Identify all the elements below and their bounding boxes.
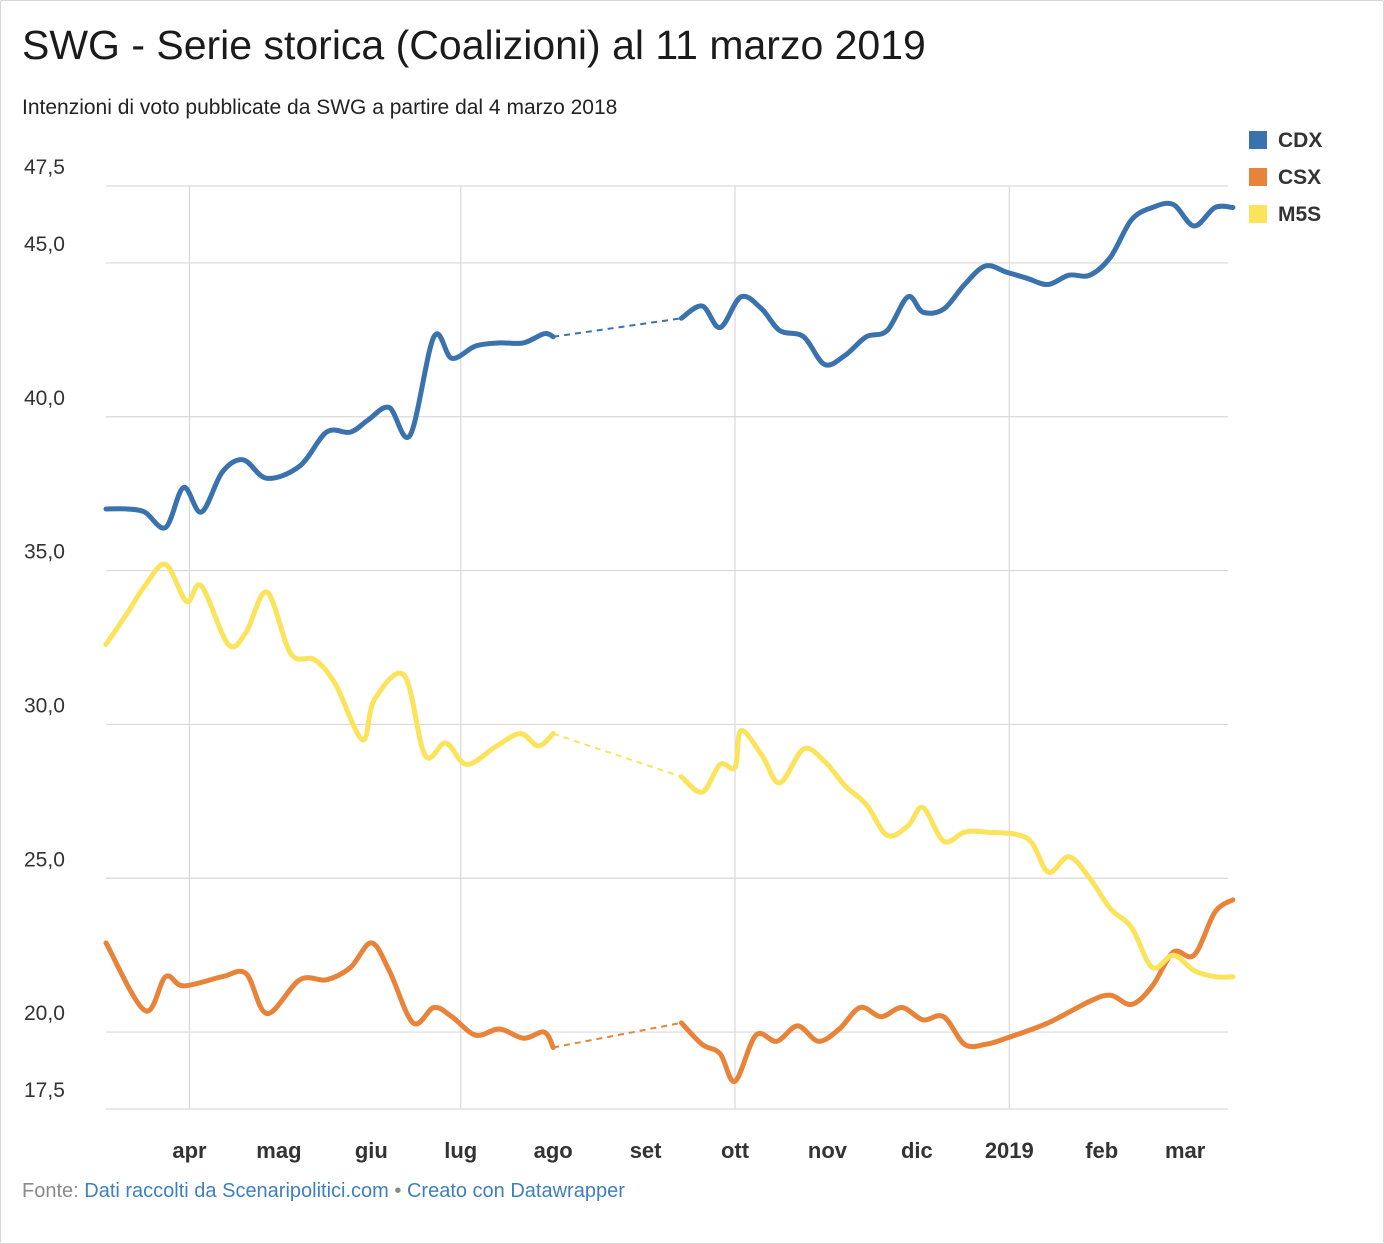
y-tick-label: 40,0	[24, 387, 65, 410]
y-tick-label: 20,0	[24, 1002, 65, 1025]
legend-swatch-cdx[interactable]	[1249, 131, 1267, 149]
grid-layer	[106, 185, 1228, 1110]
x-tick-label: mar	[1165, 1138, 1206, 1163]
legend-swatch-m5s[interactable]	[1249, 205, 1267, 223]
y-tick-label: 30,0	[24, 694, 65, 717]
y-tick-label: 35,0	[24, 541, 65, 564]
x-tick-label: giu	[355, 1138, 388, 1163]
chart-title: SWG - Serie storica (Coalizioni) al 11 m…	[22, 22, 926, 68]
footer-prefix: Fonte:	[22, 1180, 79, 1202]
legend-swatch-csx[interactable]	[1249, 168, 1267, 186]
legend-label-m5s[interactable]: M5S	[1278, 203, 1321, 226]
series-gap-cdx	[553, 317, 682, 338]
series-line-cdx	[678, 200, 1236, 368]
y-tick-label: 17,5	[24, 1079, 65, 1102]
series-line-cdx	[103, 331, 556, 531]
x-tick-label: set	[630, 1138, 662, 1163]
x-axis: apr mag giu lug ago set ott nov dic 2019 feb mar	[172, 1138, 1205, 1163]
x-tick-label: ott	[721, 1138, 750, 1163]
x-tick-label: dic	[901, 1138, 933, 1163]
series-gap-csx	[552, 1021, 682, 1049]
x-tick-label: nov	[808, 1138, 848, 1163]
chart-subtitle: Intenzioni di voto pubblicate da SWG a p…	[22, 96, 618, 119]
legend-label-cdx[interactable]: CDX	[1278, 129, 1322, 152]
x-tick-label: feb	[1085, 1138, 1118, 1163]
x-tick-label: 2019	[985, 1138, 1034, 1163]
series-line-m5s	[103, 561, 556, 767]
datawrapper-link[interactable]: Creato con Datawrapper	[406, 1180, 625, 1202]
series-line-csx	[103, 940, 556, 1050]
y-tick-label: 25,0	[24, 848, 65, 871]
series-line-csx	[678, 897, 1236, 1084]
footer-separator: •	[394, 1180, 402, 1202]
series-layer	[103, 200, 1236, 1084]
y-tick-label: 47,5	[24, 156, 65, 179]
footer: Fonte: Dati raccolti da Scenaripolitici.…	[22, 1180, 625, 1203]
source-link[interactable]: Dati raccolti da Scenaripolitici.com	[84, 1180, 389, 1202]
x-tick-label: mag	[256, 1138, 301, 1163]
x-tick-label: apr	[172, 1138, 207, 1163]
y-axis: 47,5 45,0 40,0 35,0 30,0 25,0 20,0 17,5	[24, 156, 65, 1102]
series-line-m5s	[678, 728, 1236, 980]
x-tick-label: ago	[534, 1138, 573, 1163]
legend[interactable]: CDX CSX M5S	[1249, 129, 1322, 226]
y-tick-label: 45,0	[24, 233, 65, 256]
legend-label-csx[interactable]: CSX	[1278, 166, 1321, 189]
x-tick-label: lug	[444, 1138, 477, 1163]
series-gap-m5s	[552, 732, 682, 778]
